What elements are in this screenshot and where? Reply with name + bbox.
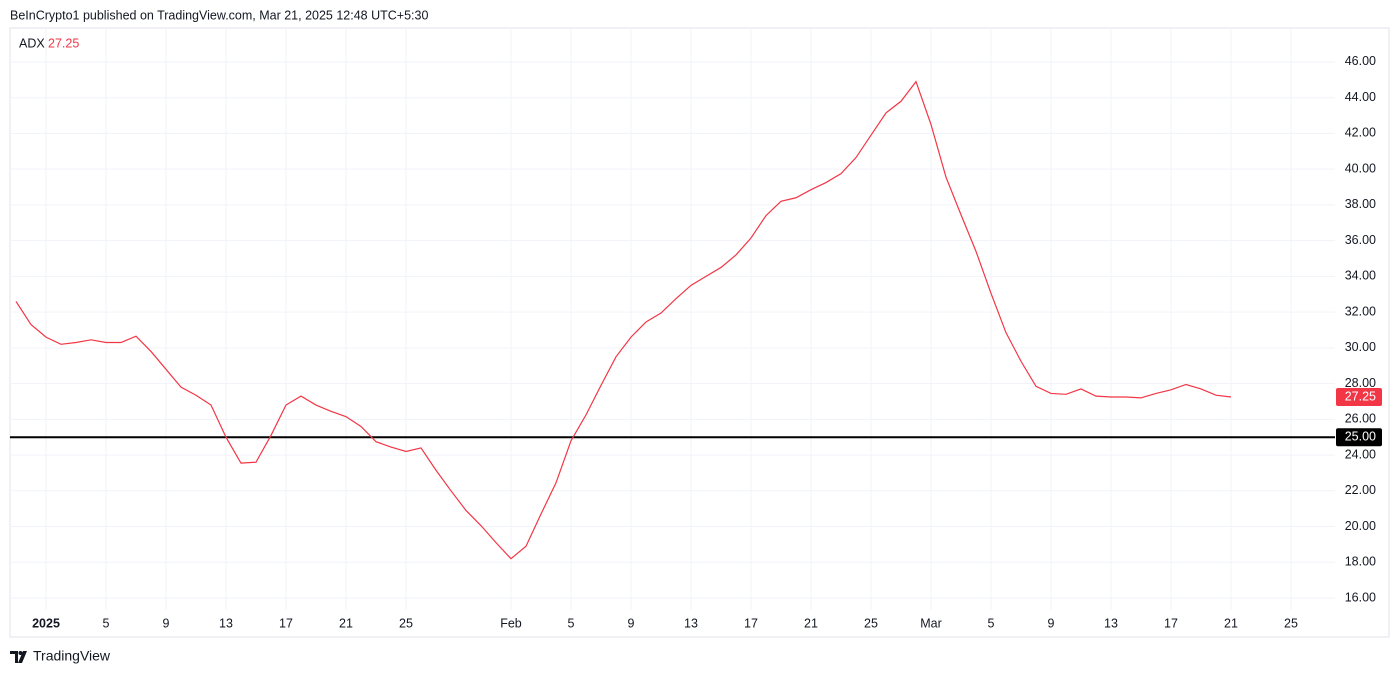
x-tick-label: 5 — [568, 616, 575, 630]
legend-name: ADX — [19, 36, 45, 50]
data-line — [15, 80, 1232, 560]
y-tick-label: 36.00 — [1345, 233, 1376, 247]
x-tick-label: 17 — [744, 616, 758, 630]
x-tick-label: 5 — [988, 616, 995, 630]
x-tick-label: 21 — [1224, 616, 1238, 630]
last-value-label: 27.25 — [1345, 389, 1376, 403]
last-value-tag — [1336, 387, 1382, 406]
y-tick-label: 46.00 — [1345, 54, 1376, 68]
x-tick-label: 21 — [339, 616, 353, 630]
header-text: BeInCrypto1 published on TradingView.com… — [10, 8, 428, 22]
level-tag — [1336, 428, 1382, 447]
y-tick-label: 42.00 — [1345, 126, 1376, 140]
y-tick-label: 32.00 — [1345, 304, 1376, 318]
x-tick-label: Feb — [500, 616, 522, 630]
x-tick-label: 21 — [804, 616, 818, 630]
x-tick-label: 13 — [1104, 616, 1118, 630]
x-tick-label: 17 — [279, 616, 293, 630]
x-tick-label: 5 — [103, 616, 110, 630]
y-tick-label: 34.00 — [1345, 269, 1376, 283]
y-tick-label: 44.00 — [1345, 90, 1376, 104]
x-tick-label: 13 — [684, 616, 698, 630]
x-tick-label: 13 — [219, 616, 233, 630]
x-tick-label: 17 — [1164, 616, 1178, 630]
y-tick-label: 30.00 — [1345, 340, 1376, 354]
level-label: 25.00 — [1345, 430, 1376, 444]
tradingview-logo — [10, 651, 27, 663]
footer-brand: TradingView — [33, 648, 111, 664]
x-tick-label: 25 — [399, 616, 413, 630]
y-tick-label: 40.00 — [1345, 161, 1376, 175]
x-tick-label: 25 — [864, 616, 878, 630]
y-tick-label: 18.00 — [1345, 555, 1376, 569]
y-tick-label: 24.00 — [1345, 447, 1376, 461]
y-tick-label: 38.00 — [1345, 197, 1376, 211]
y-tick-label: 26.00 — [1345, 412, 1376, 426]
y-tick-label: 22.00 — [1345, 483, 1376, 497]
x-tick-label: 9 — [628, 616, 635, 630]
x-tick-label: 2025 — [32, 616, 60, 630]
x-tick-label: 9 — [163, 616, 170, 630]
y-tick-label: 16.00 — [1345, 590, 1376, 604]
x-tick-label: 9 — [1048, 616, 1055, 630]
y-tick-label: 28.00 — [1345, 376, 1376, 390]
x-tick-label: Mar — [920, 616, 942, 630]
y-tick-label: 20.00 — [1345, 519, 1376, 533]
x-tick-label: 25 — [1284, 616, 1298, 630]
legend-value: 27.25 — [48, 36, 79, 50]
chart-frame — [9, 27, 1390, 638]
